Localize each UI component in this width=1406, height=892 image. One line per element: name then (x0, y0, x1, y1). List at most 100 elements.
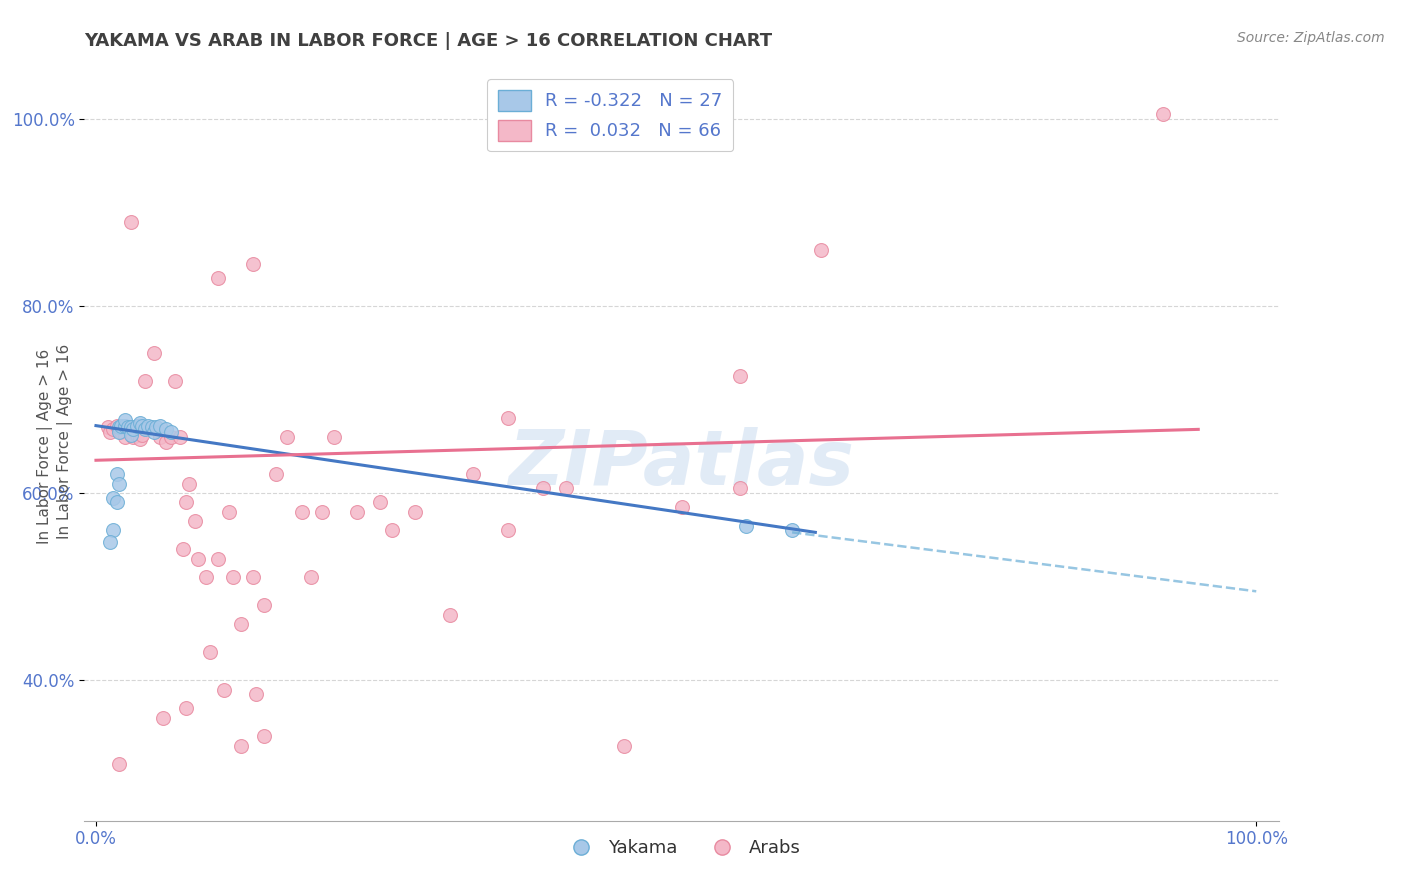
Point (108, 420, 131, 434)
Point (129, 416, 152, 430)
Point (198, 645, 221, 659)
Point (160, 425, 183, 440)
Text: Source: ZipAtlas.com: Source: ZipAtlas.com (1237, 31, 1385, 45)
Point (177, 476, 200, 491)
Point (108, 422, 131, 436)
Point (98, 534, 121, 549)
Point (120, 428, 142, 442)
Point (728, 369, 751, 384)
Point (172, 542, 194, 557)
Point (245, 687, 267, 701)
Point (134, 374, 156, 388)
Point (734, 518, 756, 533)
Point (103, 422, 125, 436)
Point (129, 432, 152, 446)
Point (253, 730, 276, 744)
Point (728, 481, 751, 495)
Point (155, 422, 177, 436)
Point (176, 701, 198, 715)
Point (105, 495, 128, 509)
Point (143, 345, 166, 359)
Text: YAKAMA VS ARAB IN LABOR FORCE | AGE > 16 CORRELATION CHART: YAKAMA VS ARAB IN LABOR FORCE | AGE > 16… (84, 32, 772, 50)
Point (103, 491, 125, 505)
Point (439, 607, 461, 622)
Point (242, 257, 264, 271)
Point (114, 420, 136, 434)
Point (169, 430, 191, 444)
Point (276, 430, 298, 444)
Point (152, 711, 174, 725)
Point (404, 505, 426, 519)
Point (780, 524, 803, 538)
Point (98, 425, 121, 440)
Point (163, 374, 186, 388)
Point (125, 428, 148, 442)
Point (368, 495, 391, 509)
Point (176, 495, 198, 509)
Point (496, 411, 519, 425)
Point (103, 524, 125, 538)
Y-axis label: In Labor Force | Age > 16: In Labor Force | Age > 16 (58, 344, 73, 539)
Point (183, 514, 205, 528)
Point (218, 505, 240, 519)
Point (97, 420, 120, 434)
Point (291, 505, 314, 519)
Point (108, 425, 131, 440)
Point (120, 420, 142, 434)
Point (143, 425, 166, 440)
Point (229, 617, 252, 632)
Point (322, 430, 344, 444)
Point (117, 422, 139, 436)
Point (264, 467, 287, 482)
Point (299, 570, 322, 584)
Point (149, 418, 172, 433)
Point (187, 551, 209, 566)
Point (311, 505, 333, 519)
Point (141, 420, 163, 434)
Point (108, 757, 131, 772)
Point (110, 425, 132, 440)
Point (207, 270, 229, 285)
Point (125, 418, 148, 433)
Point (222, 570, 245, 584)
Point (160, 430, 183, 444)
Point (1152, 107, 1174, 121)
Point (120, 425, 142, 440)
Point (554, 481, 576, 495)
Point (114, 413, 136, 427)
Point (229, 739, 252, 753)
Point (105, 418, 128, 433)
Point (122, 430, 145, 444)
Point (212, 682, 235, 697)
Point (531, 481, 554, 495)
Point (108, 476, 131, 491)
Point (131, 428, 153, 442)
Text: ZIPatlas: ZIPatlas (509, 427, 855, 501)
Point (671, 500, 693, 514)
Text: In Labor Force | Age > 16: In Labor Force | Age > 16 (37, 349, 53, 543)
Point (122, 422, 145, 436)
Point (145, 420, 167, 434)
Point (207, 551, 229, 566)
Point (195, 570, 218, 584)
Point (114, 418, 136, 433)
Point (346, 505, 368, 519)
Point (810, 243, 832, 257)
Point (149, 430, 172, 444)
Point (461, 467, 484, 482)
Point (134, 422, 156, 436)
Point (613, 739, 636, 753)
Point (136, 418, 159, 433)
Point (110, 418, 132, 433)
Point (117, 420, 139, 434)
Point (114, 430, 136, 444)
Point (120, 214, 142, 228)
Point (242, 570, 264, 584)
Legend: Yakama, Arabs: Yakama, Arabs (555, 832, 808, 864)
Point (105, 467, 128, 482)
Point (131, 418, 153, 433)
Point (253, 599, 276, 613)
Point (496, 524, 519, 538)
Point (381, 524, 404, 538)
Point (155, 434, 177, 449)
